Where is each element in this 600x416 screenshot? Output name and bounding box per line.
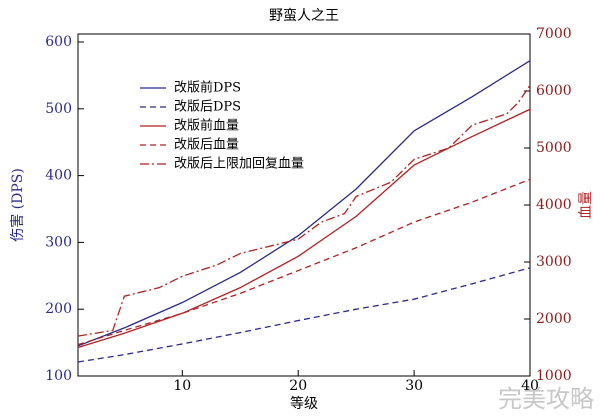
y2-tick-label: 5000 (536, 140, 572, 156)
y-tick-label: 300 (45, 234, 72, 250)
x-axis-label: 等级 (290, 395, 318, 412)
legend-label: 改版前血量 (174, 118, 239, 134)
y2-tick-label: 4000 (536, 197, 572, 213)
y2-tick-label: 7000 (536, 26, 572, 42)
legend-label: 改版前DPS (174, 80, 241, 96)
series-line (77, 267, 531, 363)
watermark: 完美攻略 (498, 385, 594, 413)
legend-label: 改版后上限加回复血量 (174, 157, 304, 172)
y-tick-label: 100 (45, 368, 72, 384)
x-tick-label: 10 (173, 378, 191, 394)
series-line (77, 178, 531, 346)
x-tick-label: 20 (289, 378, 307, 394)
y-tick-label: 400 (45, 168, 72, 184)
y2-tick-label: 6000 (536, 83, 572, 99)
x-tick-label: 30 (405, 378, 423, 394)
series-line (77, 60, 531, 347)
chart-title: 野蛮人之王 (269, 7, 339, 24)
y2-axis-label: 血量 (578, 191, 594, 219)
y-tick-label: 500 (45, 101, 72, 117)
legend-label: 改版后血量 (174, 138, 239, 153)
x-tick-label: 40 (521, 378, 539, 394)
series-line (77, 84, 531, 337)
y-axis-label: 伤害 (DPS) (10, 168, 26, 242)
y-tick-label: 200 (45, 301, 72, 317)
y2-tick-label: 1000 (536, 368, 572, 384)
y2-tick-label: 2000 (536, 311, 572, 327)
y2-tick-label: 3000 (536, 254, 572, 270)
y-tick-label: 600 (45, 34, 72, 50)
series-line (77, 108, 531, 349)
legend-label: 改版后DPS (174, 100, 241, 115)
